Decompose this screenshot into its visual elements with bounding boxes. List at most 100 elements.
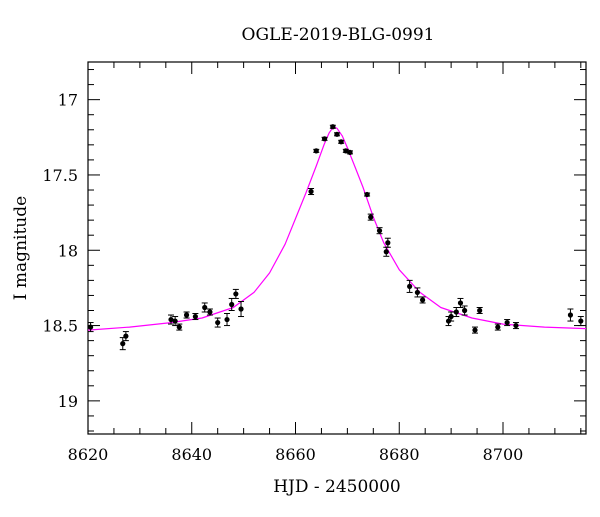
data-point <box>457 297 464 308</box>
data-point <box>192 313 199 321</box>
point-marker <box>376 228 383 234</box>
model-curve-layer <box>87 126 587 331</box>
data-point <box>376 227 383 235</box>
point-marker <box>207 309 213 315</box>
x-tick-label: 8680 <box>379 445 420 464</box>
point-marker <box>343 148 349 154</box>
data-point <box>419 296 426 304</box>
point-marker <box>495 324 501 330</box>
y-axis-label: I magnitude <box>11 196 31 300</box>
point-marker <box>457 300 464 306</box>
y-tick-label: 18.5 <box>42 317 78 336</box>
point-marker <box>364 191 370 198</box>
x-axis-ticks: 8620 8640 8660 8680 8700 <box>68 62 582 464</box>
point-marker <box>477 307 483 314</box>
data-point <box>364 191 371 198</box>
data-points-layer <box>87 124 584 351</box>
data-point <box>342 148 349 154</box>
data-point <box>504 319 511 327</box>
point-marker <box>513 322 519 329</box>
point-marker <box>414 289 421 296</box>
point-marker <box>567 312 574 318</box>
data-point <box>206 308 213 316</box>
point-marker <box>172 318 178 324</box>
x-tick-label: 8640 <box>171 445 212 464</box>
point-marker <box>578 318 584 324</box>
data-point <box>313 148 320 154</box>
point-marker <box>202 304 208 311</box>
point-marker <box>338 139 344 145</box>
point-marker <box>330 124 336 130</box>
data-point <box>334 131 340 137</box>
data-point <box>122 331 129 342</box>
data-point <box>119 337 126 351</box>
point-marker <box>321 136 328 142</box>
data-point <box>494 323 501 331</box>
y-tick-label: 17 <box>58 91 78 110</box>
point-marker <box>448 313 454 320</box>
data-point <box>176 323 183 331</box>
data-point <box>201 302 208 313</box>
data-point <box>476 306 483 315</box>
x-tick-label: 8660 <box>275 445 316 464</box>
point-marker <box>347 149 353 155</box>
data-point <box>414 287 421 298</box>
data-point <box>232 288 239 299</box>
point-marker <box>313 148 319 154</box>
data-point <box>183 311 190 319</box>
data-point <box>577 316 584 327</box>
point-marker <box>462 307 468 314</box>
data-point <box>471 326 478 334</box>
point-marker <box>87 324 94 330</box>
x-tick-label: 8700 <box>483 445 524 464</box>
data-point <box>87 322 94 333</box>
data-point <box>228 297 235 312</box>
data-point <box>453 306 460 318</box>
data-point <box>329 124 336 130</box>
y-tick-label: 17.5 <box>42 166 78 185</box>
point-marker <box>168 316 174 323</box>
data-point <box>214 317 221 328</box>
chart-title: OGLE-2019-BLG-0991 <box>242 25 435 45</box>
model-curve <box>87 126 587 331</box>
point-marker <box>472 327 478 333</box>
point-marker <box>383 249 389 255</box>
point-marker <box>229 301 235 308</box>
data-point <box>448 311 455 322</box>
data-point <box>308 188 315 196</box>
point-marker <box>123 333 129 339</box>
x-tick-label: 8620 <box>68 445 109 464</box>
data-point <box>406 279 413 293</box>
x-axis-label: HJD - 2450000 <box>273 477 401 497</box>
point-marker <box>176 324 182 330</box>
data-point <box>321 136 328 142</box>
point-marker <box>385 240 391 246</box>
y-tick-label: 19 <box>58 392 78 411</box>
data-point <box>383 246 390 257</box>
point-marker <box>504 319 510 326</box>
y-tick-label: 18 <box>58 241 78 260</box>
point-marker <box>419 297 426 303</box>
point-marker <box>238 306 244 312</box>
point-marker <box>120 341 126 347</box>
data-point <box>367 213 374 221</box>
point-marker <box>224 316 230 323</box>
point-marker <box>233 291 239 297</box>
point-marker <box>334 131 340 137</box>
point-marker <box>407 283 413 290</box>
data-point <box>567 308 574 322</box>
data-point <box>512 322 519 330</box>
data-point <box>346 149 353 155</box>
point-marker <box>308 188 314 195</box>
data-point <box>172 316 179 327</box>
data-point <box>168 314 174 325</box>
point-marker <box>215 319 221 326</box>
data-point <box>384 237 391 248</box>
plot-frame <box>87 61 587 435</box>
data-point <box>238 300 245 318</box>
point-marker <box>368 214 374 220</box>
point-marker <box>453 309 459 315</box>
data-point <box>338 139 345 145</box>
